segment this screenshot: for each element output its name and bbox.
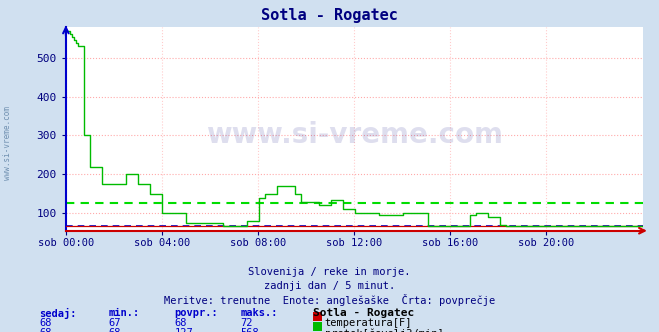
Text: temperatura[F]: temperatura[F] bbox=[325, 318, 413, 328]
Text: 72: 72 bbox=[241, 318, 253, 328]
Text: Sotla - Rogatec: Sotla - Rogatec bbox=[261, 8, 398, 23]
Text: 68: 68 bbox=[40, 328, 52, 332]
Text: zadnji dan / 5 minut.: zadnji dan / 5 minut. bbox=[264, 281, 395, 290]
Text: Meritve: trenutne  Enote: anglešaške  Črta: povprečje: Meritve: trenutne Enote: anglešaške Črta… bbox=[164, 294, 495, 306]
Text: sedaj:: sedaj: bbox=[40, 308, 77, 319]
Text: Sotla - Rogatec: Sotla - Rogatec bbox=[313, 308, 415, 318]
Text: povpr.:: povpr.: bbox=[175, 308, 218, 318]
Text: maks.:: maks.: bbox=[241, 308, 278, 318]
Text: min.:: min.: bbox=[109, 308, 140, 318]
Text: pretok[čevelj3/min]: pretok[čevelj3/min] bbox=[325, 328, 444, 332]
Text: 568: 568 bbox=[241, 328, 259, 332]
Text: 67: 67 bbox=[109, 318, 121, 328]
Text: www.si-vreme.com: www.si-vreme.com bbox=[3, 106, 13, 180]
Text: Slovenija / reke in morje.: Slovenija / reke in morje. bbox=[248, 267, 411, 277]
Text: 68: 68 bbox=[40, 318, 52, 328]
Text: 127: 127 bbox=[175, 328, 193, 332]
Text: 68: 68 bbox=[175, 318, 187, 328]
Text: 68: 68 bbox=[109, 328, 121, 332]
Text: www.si-vreme.com: www.si-vreme.com bbox=[206, 122, 503, 149]
